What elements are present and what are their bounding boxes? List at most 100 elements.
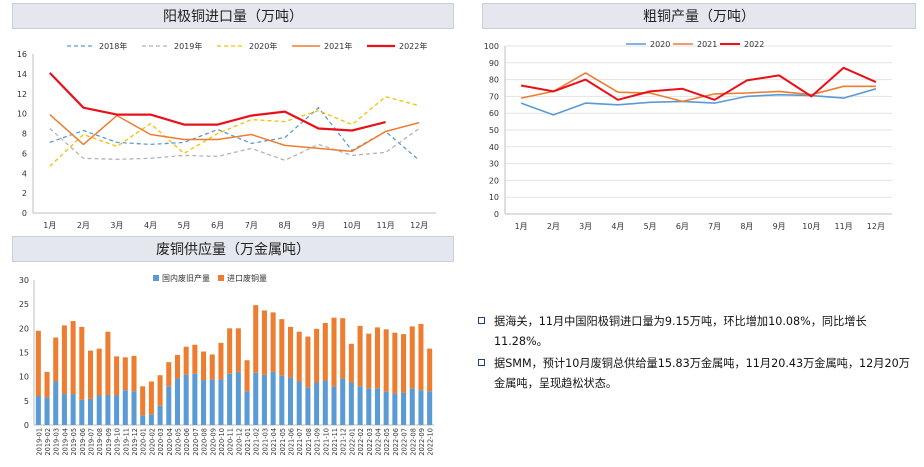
bar xyxy=(288,326,294,378)
y-tick-label: 6 xyxy=(22,149,27,158)
y-tick-label: 90 xyxy=(489,59,499,68)
x-tick-label: 2020-01 xyxy=(140,428,148,456)
x-tick-label: 2020-02 xyxy=(148,428,156,456)
bar xyxy=(348,382,354,425)
x-tick-label: 2021-08 xyxy=(305,428,313,456)
bar xyxy=(235,328,241,372)
x-tick-label: 5月 xyxy=(178,221,191,230)
series-line xyxy=(520,72,876,103)
bar xyxy=(131,391,137,425)
bar xyxy=(331,317,337,387)
scrap-chart: 0 5 10 15 20 25 30 2019-01 2019-02 2019-03 2019-04… xyxy=(19,273,435,456)
bar xyxy=(70,321,76,395)
y-tick-label: 0 xyxy=(24,421,29,430)
commentary-item: 据SMM，预计10月废铜总供给量15.83万金属吨，11月20.43万金属吨，1… xyxy=(478,354,918,394)
y-tick-label: 80 xyxy=(489,76,499,85)
x-tick-label: 11月 xyxy=(377,221,395,230)
bar xyxy=(296,381,302,425)
bar xyxy=(114,395,120,425)
production-chart: 0 10 20 30 40 50 60 70 80 90 100 1月 2月 3月 4月 5月 6月 7月 8月 9月… xyxy=(484,40,892,231)
bar xyxy=(157,405,163,425)
commentary-item: 据海关，11月中国阳极铜进口量为9.15万吨，环比增加10.08%，同比增长11… xyxy=(478,312,918,352)
x-tick-label: 12月 xyxy=(410,221,428,230)
bar xyxy=(88,398,94,425)
bar xyxy=(148,381,154,415)
x-tick-label: 2022-09 xyxy=(418,428,426,456)
y-tick-label: 30 xyxy=(19,276,29,285)
bar xyxy=(366,333,372,389)
bar xyxy=(209,354,215,380)
x-tick-label: 8月 xyxy=(740,222,753,231)
x-tick-label: 2019-05 xyxy=(70,428,78,456)
x-tick-label: 2月 xyxy=(547,222,560,231)
y-tick-label: 0 xyxy=(22,209,27,218)
x-tick-label: 2019-01 xyxy=(35,428,43,456)
y-tick-label: 20 xyxy=(19,324,29,333)
bar xyxy=(88,350,94,399)
x-tick-label: 2021-03 xyxy=(261,428,269,456)
series-line xyxy=(520,88,877,116)
bar xyxy=(366,388,372,425)
x-tick-label: 2020-04 xyxy=(166,428,174,456)
bar xyxy=(114,356,120,396)
bar xyxy=(244,391,250,425)
commentary-text: 据海关，11月中国阳极铜进口量为9.15万吨，环比增加10.08%，同比增长11… xyxy=(494,315,867,348)
bar xyxy=(305,336,311,388)
x-tick-label: 2021-11 xyxy=(331,428,339,456)
bar xyxy=(392,332,398,394)
x-tick-label: 9月 xyxy=(312,221,325,230)
x-tick-label: 10月 xyxy=(802,222,820,231)
legend-swatch xyxy=(153,275,159,281)
x-tick-label: 2021-02 xyxy=(253,428,261,456)
x-tick-label: 2019-12 xyxy=(131,428,139,456)
x-tick-label: 11月 xyxy=(835,222,853,231)
x-tick-label: 6月 xyxy=(676,222,689,231)
bar xyxy=(383,391,389,425)
bar xyxy=(374,327,380,389)
bar xyxy=(70,394,76,425)
bar xyxy=(105,395,111,425)
bar xyxy=(148,414,154,425)
y-tick-label: 4 xyxy=(22,169,27,178)
x-tick-label: 2022-04 xyxy=(375,428,383,456)
x-tick-label: 1月 xyxy=(515,222,528,231)
bar xyxy=(96,348,102,396)
x-tick-label: 2019-07 xyxy=(88,428,96,456)
x-tick-label: 2022-07 xyxy=(401,428,409,456)
x-tick-label: 2021-12 xyxy=(340,428,348,456)
x-tick-label: 9月 xyxy=(773,222,786,231)
x-tick-label: 2019-02 xyxy=(44,428,52,456)
x-tick-label: 7月 xyxy=(708,222,721,231)
bar xyxy=(296,331,302,382)
bar xyxy=(261,310,267,375)
y-tick-label: 25 xyxy=(19,300,29,309)
bar xyxy=(357,325,363,387)
x-tick-label: 2022-02 xyxy=(357,428,365,456)
bar xyxy=(157,375,163,406)
series-line xyxy=(49,114,420,153)
x-tick-label: 2019-08 xyxy=(96,428,104,456)
bar xyxy=(322,323,328,381)
x-tick-label: 2019-03 xyxy=(53,428,61,456)
bar xyxy=(392,393,398,425)
legend-label: 2021年 xyxy=(324,41,352,51)
bar xyxy=(244,360,250,392)
legend-label: 2022 xyxy=(744,40,764,49)
x-tick-label: 2022-10 xyxy=(427,428,435,456)
y-tick-label: 10 xyxy=(19,373,29,382)
y-tick-label: 15 xyxy=(19,349,29,358)
bar xyxy=(174,378,180,425)
import-chart-title: 阳极铜进口量（万吨） xyxy=(12,3,454,29)
x-tick-label: 4月 xyxy=(611,222,624,231)
bar xyxy=(79,326,85,400)
bar xyxy=(131,355,137,392)
y-tick-label: 12 xyxy=(17,90,27,99)
x-tick-label: 2019-04 xyxy=(61,428,69,456)
series-line xyxy=(49,127,420,161)
bar xyxy=(261,374,267,425)
legend-label: 2019年 xyxy=(174,41,202,51)
bar xyxy=(288,377,294,425)
bar xyxy=(270,371,276,425)
x-tick-label: 2020-09 xyxy=(209,428,217,456)
legend-swatch xyxy=(218,275,224,281)
